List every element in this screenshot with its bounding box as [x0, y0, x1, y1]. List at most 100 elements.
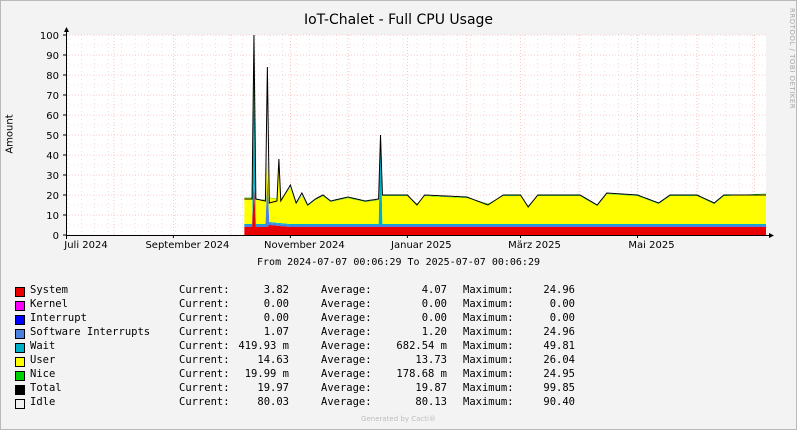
maximum-label: Maximum:: [463, 326, 514, 338]
y-tick-label: 80: [46, 71, 59, 82]
line-total: [244, 34, 766, 208]
y-tick-label: 50: [46, 131, 59, 142]
average-label: Average:: [321, 340, 372, 352]
legend-series-name: Idle: [30, 396, 56, 408]
current-label: Current:: [179, 340, 230, 352]
y-tick-label: 20: [46, 191, 59, 202]
average-value: 4.07: [421, 284, 447, 296]
legend-series-name: Kernel: [30, 298, 68, 310]
plot-area: 0 10 20 30 40 50 60 70 80 90 100 Juli 2024 Septembe…: [40, 27, 774, 251]
average-value: 0.00: [421, 298, 447, 310]
y-tick-label: 40: [46, 151, 59, 162]
x-tick-labels: Juli 2024 September 2024 November 2024 Janu…: [63, 235, 675, 251]
average-value: 19.87: [415, 382, 447, 394]
x-axis-arrow: [769, 233, 774, 238]
current-label: Current:: [179, 354, 230, 366]
average-value: 682.54 m: [396, 340, 447, 352]
x-tick-label: Juli 2024: [63, 240, 107, 251]
x-tick-label: September 2024: [145, 240, 229, 251]
legend-series-name: Software Interrupts: [30, 326, 151, 338]
date-range: From 2024-07-07 00:06:29 To 2025-07-07 0…: [257, 257, 540, 268]
maximum-value: 99.85: [543, 382, 575, 394]
average-value: 1.20: [421, 326, 447, 338]
maximum-value: 90.40: [543, 396, 575, 408]
y-tick-label: 70: [46, 91, 59, 102]
average-label: Average:: [321, 382, 372, 394]
maximum-value: 24.95: [543, 368, 575, 380]
current-label: Current:: [179, 298, 230, 310]
y-tick-label: 60: [46, 111, 59, 122]
maximum-label: Maximum:: [463, 354, 514, 366]
legend-series-name: Interrupt: [30, 312, 87, 324]
maximum-label: Maximum:: [463, 340, 514, 352]
current-label: Current:: [179, 326, 230, 338]
maximum-value: 24.96: [543, 284, 575, 296]
area-system: [244, 185, 767, 235]
legend-series-name: User: [30, 354, 56, 366]
x-tick-label: Mai 2025: [628, 240, 674, 251]
maximum-label: Maximum:: [463, 298, 514, 310]
legend-swatch: [15, 385, 25, 395]
y-axis-arrow: [64, 27, 69, 32]
y-tick-labels: 0 10 20 30 40 50 60 70 80 90 100: [40, 31, 66, 242]
maximum-value: 0.00: [549, 298, 575, 310]
x-tick-label: Januar 2025: [390, 240, 452, 251]
y-tick-label: 30: [46, 171, 59, 182]
current-value: 19.99 m: [244, 368, 289, 380]
current-value: 14.63: [257, 354, 289, 366]
legend-series-name: System: [30, 284, 68, 296]
major-grid: [66, 34, 766, 236]
average-label: Average:: [321, 298, 372, 310]
x-tick-label: November 2024: [264, 240, 345, 251]
current-value: 0.00: [263, 298, 289, 310]
legend-swatch: [15, 315, 25, 325]
current-label: Current:: [179, 382, 230, 394]
average-label: Average:: [321, 368, 372, 380]
legend-series-name: Wait: [30, 340, 56, 352]
legend-series-name: Nice: [30, 368, 56, 380]
average-value: 13.73: [415, 354, 447, 366]
chart-title: IoT-Chalet - Full CPU Usage: [303, 12, 494, 28]
average-value: 0.00: [421, 312, 447, 324]
legend-swatch: [15, 301, 25, 311]
current-label: Current:: [179, 368, 230, 380]
generated-by: Generated by Cacti®: [361, 415, 436, 423]
current-value: 3.82: [263, 284, 289, 296]
axes: [64, 27, 774, 239]
current-label: Current:: [179, 284, 230, 296]
y-tick-label: 10: [46, 211, 59, 222]
average-value: 80.13: [415, 396, 447, 408]
maximum-value: 24.96: [543, 326, 575, 338]
y-tick-label: 90: [46, 51, 59, 62]
maximum-label: Maximum:: [463, 312, 514, 324]
y-tick-label: 0: [53, 231, 59, 242]
current-value: 80.03: [257, 396, 289, 408]
average-label: Average:: [321, 312, 372, 324]
maximum-label: Maximum:: [463, 382, 514, 394]
current-label: Current:: [179, 312, 230, 324]
total-line-group: [244, 34, 766, 208]
legend-swatch: [15, 357, 25, 367]
maximum-label: Maximum:: [463, 396, 514, 408]
current-value: 419.93 m: [238, 340, 289, 352]
maximum-value: 0.00: [549, 312, 575, 324]
legend-swatch: [15, 343, 25, 353]
average-value: 178.68 m: [396, 368, 447, 380]
maximum-value: 26.04: [543, 354, 575, 366]
maximum-label: Maximum:: [463, 368, 514, 380]
legend-swatch: [15, 287, 25, 297]
legend-swatch: [15, 399, 25, 409]
legend-swatch: [15, 371, 25, 381]
rrdtool-watermark: RRDTOOL / TOBI OETIKER: [788, 8, 796, 110]
series-areas: [244, 35, 767, 235]
maximum-label: Maximum:: [463, 284, 514, 296]
average-label: Average:: [321, 284, 372, 296]
current-value: 19.97: [257, 382, 289, 394]
legend-series-name: Total: [30, 382, 62, 394]
x-tick-label: März 2025: [508, 240, 561, 251]
current-value: 1.07: [263, 326, 289, 338]
legend-swatch: [15, 329, 25, 339]
current-value: 0.00: [263, 312, 289, 324]
current-label: Current:: [179, 396, 230, 408]
y-tick-label: 100: [40, 31, 59, 42]
